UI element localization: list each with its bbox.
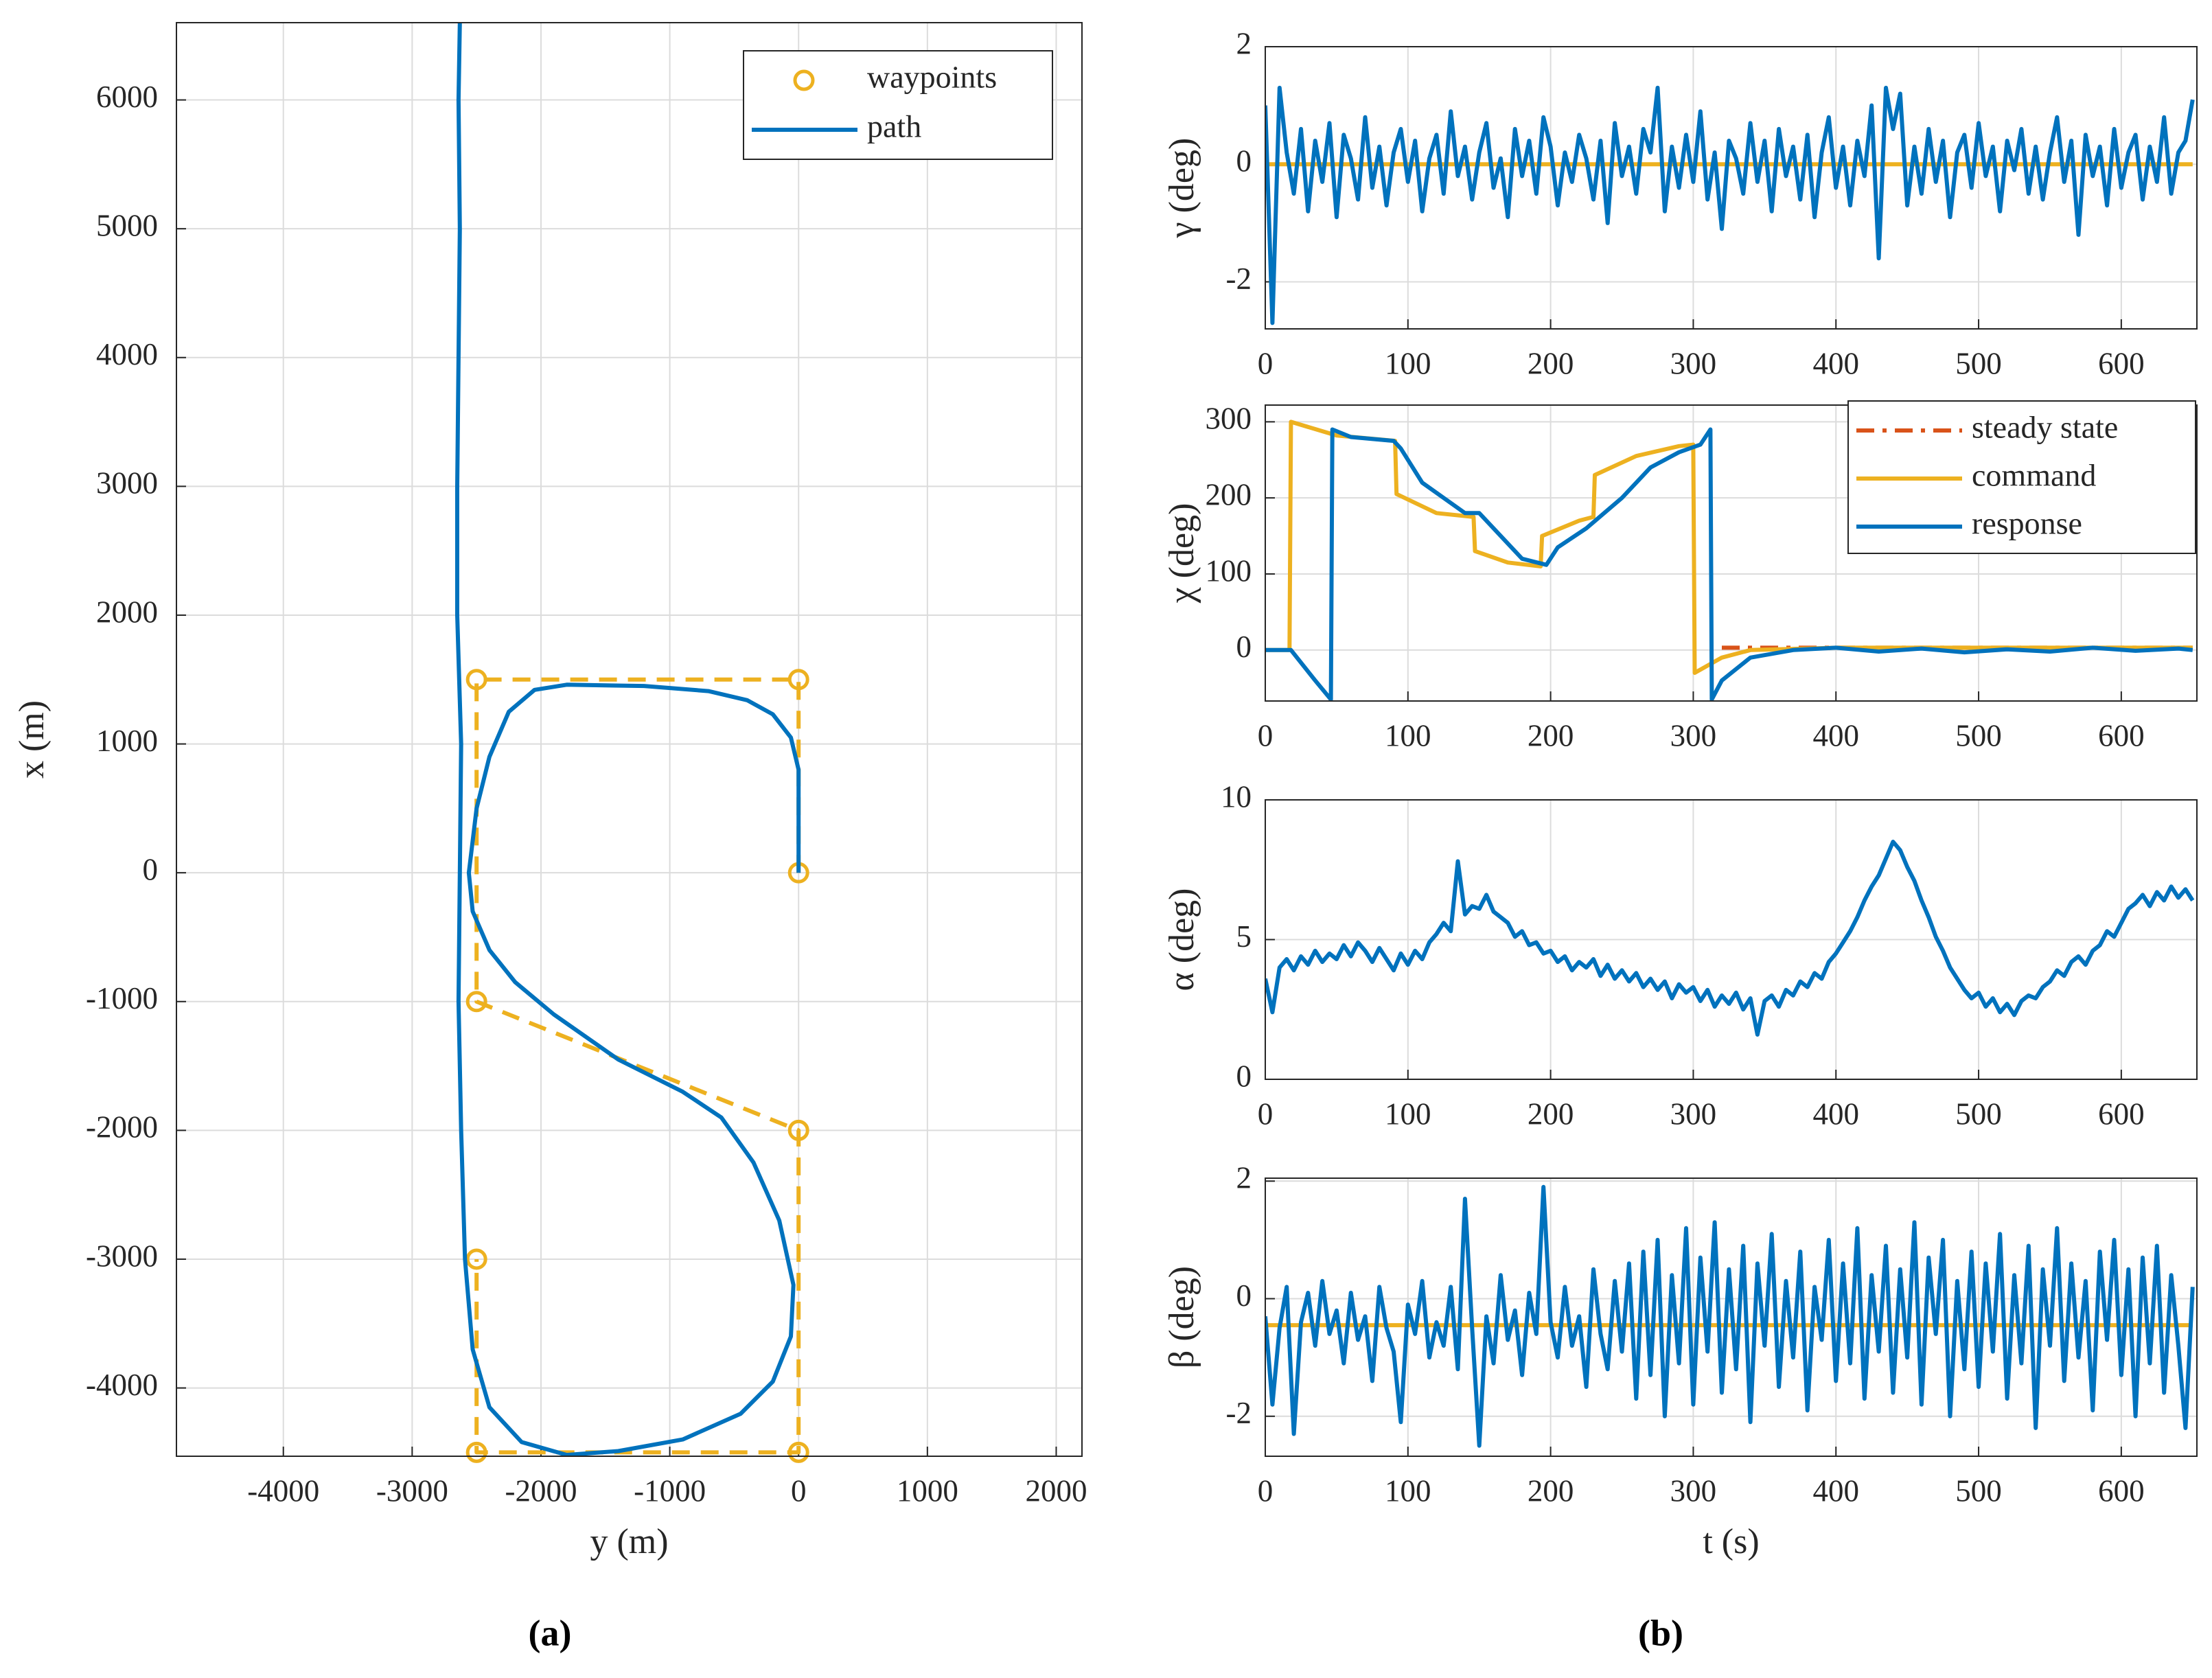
legend-label: waypoints	[867, 60, 997, 95]
x-tick-label: 300	[1670, 718, 1717, 752]
y-tick-label: 0	[1236, 630, 1252, 664]
x-tick-label: 600	[2098, 346, 2145, 380]
series-line	[1265, 1184, 2195, 1448]
x-tick-label: 400	[1812, 346, 1859, 380]
x-tick-label: 0	[1258, 718, 1274, 752]
y-tick-label: 5000	[96, 208, 158, 242]
x-tick-label: -1000	[634, 1473, 706, 1508]
y-axis-label: χ (deg)	[1162, 503, 1201, 604]
x-tick-label: 0	[1258, 346, 1274, 380]
y-tick-label: 2	[1236, 1161, 1252, 1195]
x-tick-label: 400	[1812, 718, 1859, 752]
x-tick-label: 600	[2098, 1473, 2145, 1508]
x-tick-label: 200	[1528, 1473, 1574, 1508]
legend-label: path	[867, 109, 921, 144]
axes-frame	[1265, 1177, 2198, 1457]
series-line	[455, 23, 801, 1456]
y-tick-label: 0	[143, 852, 159, 886]
waypoint-marker	[465, 1248, 487, 1270]
y-tick-label: -2000	[86, 1110, 158, 1145]
y-tick-label: -4000	[86, 1368, 158, 1402]
y-tick-label: 0	[1236, 144, 1252, 179]
x-tick-label: 600	[2098, 718, 2145, 752]
x-tick-label: 500	[1955, 1473, 2002, 1508]
y-tick-label: 0	[1236, 1059, 1252, 1093]
x-tick-label: 0	[1258, 1473, 1274, 1508]
x-tick-label: 0	[1258, 1096, 1274, 1131]
axes-frame	[1265, 46, 2198, 330]
y-tick-label: 4000	[96, 337, 158, 371]
caption-a: (a)	[529, 1612, 572, 1653]
series-line	[474, 677, 801, 1455]
waypoint-marker	[787, 1441, 809, 1463]
x-tick-label: 1000	[897, 1473, 958, 1508]
waypoint-marker	[787, 1119, 809, 1141]
x-tick-label: 100	[1385, 1473, 1431, 1508]
y-tick-label: 0	[1236, 1278, 1252, 1313]
x-axis-label: y (m)	[590, 1522, 668, 1561]
series-line	[1265, 85, 2195, 325]
axes-frame	[176, 22, 1083, 1457]
y-tick-label: 5	[1236, 919, 1252, 954]
x-tick-label: 300	[1670, 1096, 1717, 1131]
waypoint-marker	[787, 669, 809, 691]
axes-frame	[1265, 404, 2198, 702]
waypoint-marker	[465, 669, 487, 691]
waypoint-marker	[465, 1441, 487, 1463]
x-tick-label: 400	[1812, 1473, 1859, 1508]
x-tick-label: 500	[1955, 346, 2002, 380]
legend-label: steady state	[1972, 410, 2118, 445]
x-tick-label: 300	[1670, 1473, 1717, 1508]
caption-b: (b)	[1638, 1612, 1683, 1653]
plot-area	[1265, 47, 2197, 329]
x-tick-label: 300	[1670, 346, 1717, 380]
waypoint-marker	[465, 991, 487, 1013]
x-tick-label: 100	[1385, 346, 1431, 380]
legend-label: response	[1972, 506, 2082, 541]
series-line	[1265, 427, 2193, 701]
y-tick-label: 3000	[96, 466, 158, 501]
y-tick-label: 1000	[96, 724, 158, 758]
x-tick-label: -3000	[376, 1473, 448, 1508]
legend-box	[743, 50, 1053, 160]
y-tick-label: 6000	[96, 80, 158, 114]
x-tick-label: -2000	[505, 1473, 577, 1508]
y-tick-label: -3000	[86, 1239, 158, 1273]
x-tick-label: 200	[1528, 1096, 1574, 1131]
y-axis-label: γ (deg)	[1162, 138, 1201, 239]
series-line	[1265, 840, 2195, 1037]
axes-frame	[1265, 799, 2198, 1080]
y-axis-label: x (m)	[12, 700, 51, 779]
x-tick-label: 200	[1528, 718, 1574, 752]
y-tick-label: 300	[1206, 402, 1252, 436]
x-tick-label: 500	[1955, 718, 2002, 752]
y-tick-label: 200	[1206, 478, 1252, 512]
legend-marker	[793, 69, 815, 91]
y-tick-label: 2	[1236, 26, 1252, 60]
x-tick-label: 2000	[1025, 1473, 1087, 1508]
y-tick-label: -1000	[86, 981, 158, 1015]
x-tick-label: -4000	[247, 1473, 319, 1508]
y-axis-label: α (deg)	[1162, 888, 1201, 991]
y-tick-label: -2	[1226, 1396, 1252, 1430]
y-tick-label: 100	[1206, 553, 1252, 588]
x-axis-label: t (s)	[1703, 1522, 1759, 1561]
x-tick-label: 0	[791, 1473, 807, 1508]
x-tick-label: 400	[1812, 1096, 1859, 1131]
y-tick-label: 10	[1221, 779, 1252, 814]
y-axis-label: β (deg)	[1162, 1266, 1201, 1368]
x-tick-label: 100	[1385, 718, 1431, 752]
x-tick-label: 600	[2098, 1096, 2145, 1131]
y-tick-label: 2000	[96, 595, 158, 629]
plot-area	[176, 23, 1082, 1456]
x-tick-label: 500	[1955, 1096, 2002, 1131]
x-tick-label: 100	[1385, 1096, 1431, 1131]
x-tick-label: 200	[1528, 346, 1574, 380]
y-tick-label: -2	[1226, 262, 1252, 296]
legend-label: command	[1972, 458, 2096, 493]
